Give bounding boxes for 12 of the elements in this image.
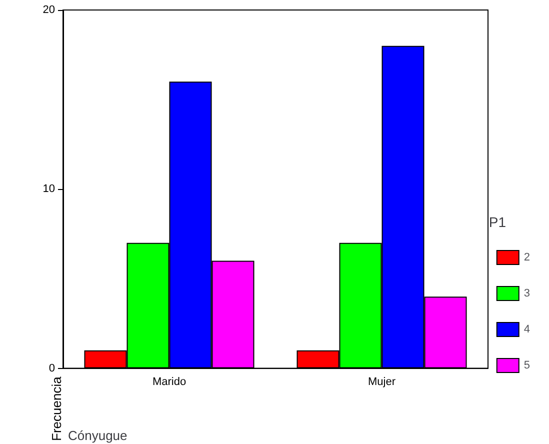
y-tick-label: 10 (42, 183, 55, 196)
legend-label: 5 (524, 360, 530, 372)
legend-label: 3 (524, 288, 530, 300)
x-tick-label: Mujer (368, 376, 396, 388)
x-axis-title: Cónyugue (68, 428, 128, 443)
legend-label: 4 (524, 324, 530, 336)
legend-label: 2 (524, 252, 530, 264)
x-tick-label: Marido (152, 376, 186, 388)
y-axis-title: Frecuencia (49, 376, 64, 441)
legend-title: P1 (488, 214, 506, 230)
y-tick-label: 0 (48, 362, 55, 374)
y-tick-label: 20 (42, 4, 55, 16)
